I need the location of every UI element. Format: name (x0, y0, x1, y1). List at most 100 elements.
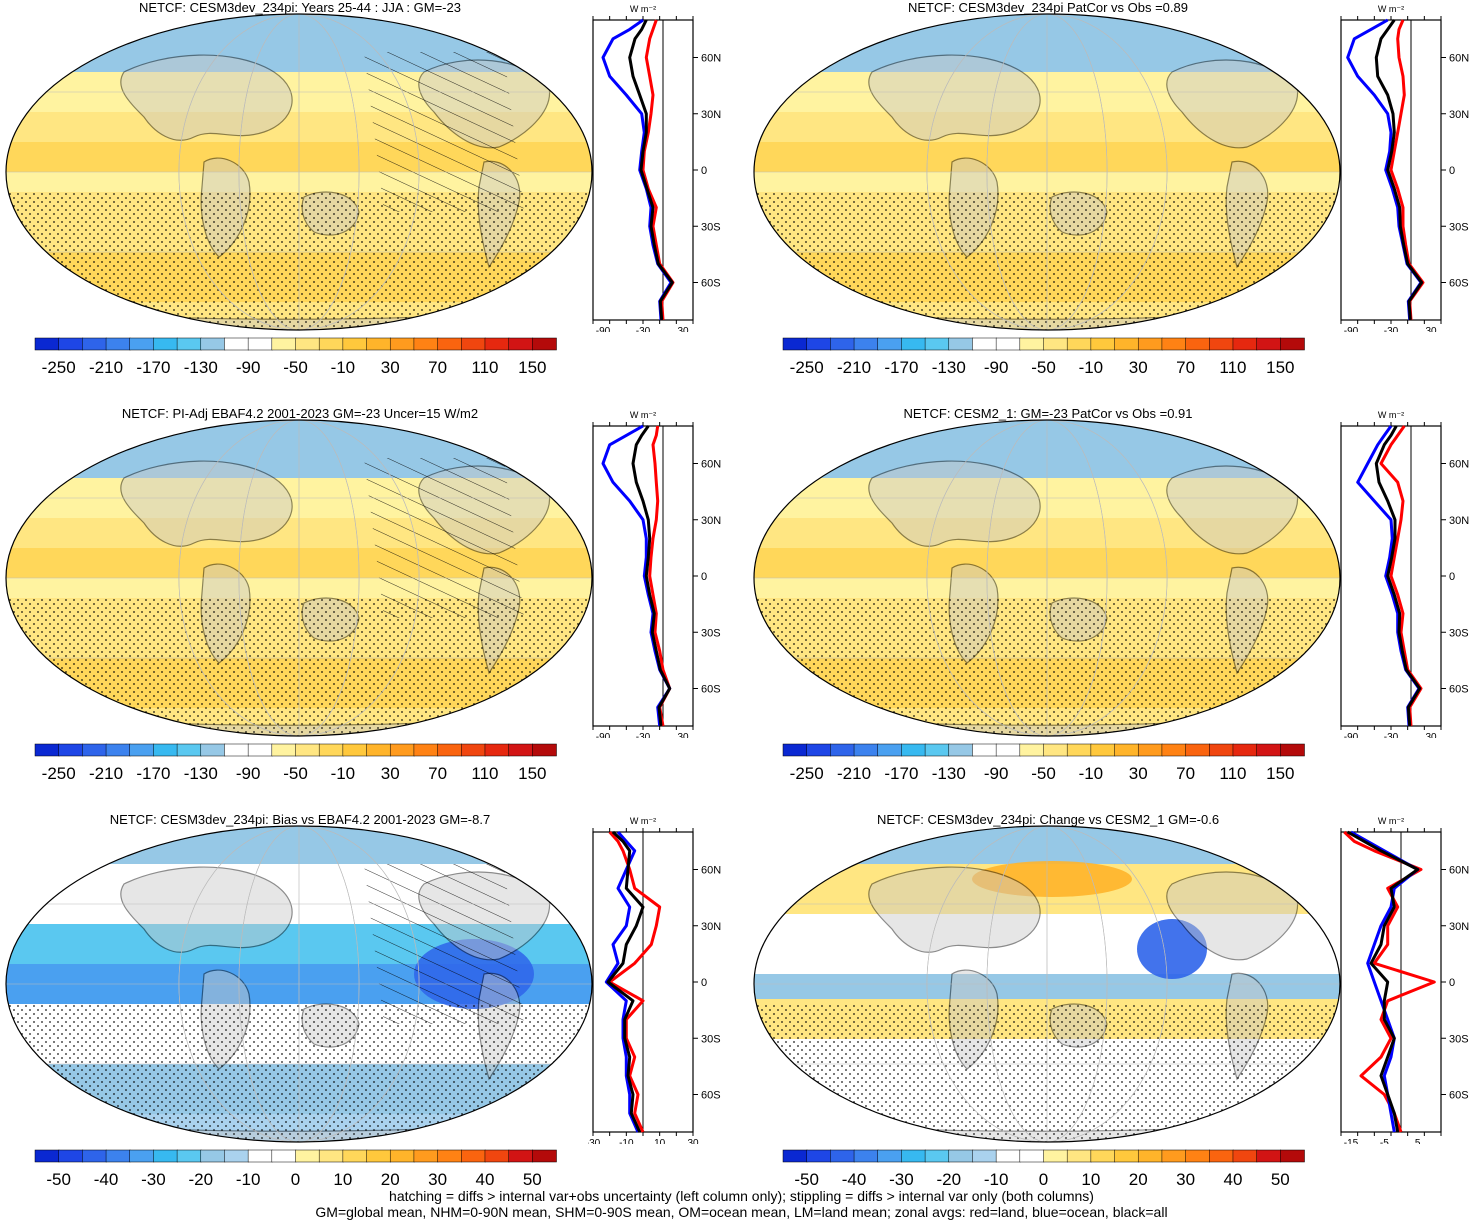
world-map (5, 825, 593, 1143)
colorbar-swatch (58, 1149, 84, 1163)
colorbar-label: 0 (291, 1170, 300, 1189)
colorbar-label: 40 (475, 1170, 494, 1189)
x-tick-label: 30 (1425, 326, 1437, 332)
lat-tick-label: 60S (701, 1090, 721, 1102)
colorbar-swatch (1185, 743, 1211, 757)
colorbar-swatch (1280, 743, 1305, 757)
colorbar: -250 -210 -170 -130 -90 -50 -10 30 70 110 150 (34, 743, 557, 783)
colorbar: -250 -210 -170 -130 -90 -50 -10 30 70 110 150 (782, 337, 1305, 377)
colorbar-label: -130 (932, 358, 966, 377)
colorbar-swatch (948, 743, 974, 757)
panel-title: NETCF: PI-Adj EBAF4.2 2001-2023 GM=-23 U… (121, 406, 479, 421)
colorbar-swatch (1185, 337, 1211, 351)
colorbar-swatch (247, 743, 273, 757)
zonal-series-all (1374, 425, 1422, 727)
colorbar-label: -90 (236, 764, 261, 783)
colorbar-label: 10 (1081, 1170, 1100, 1189)
colorbar-label: -10 (1079, 764, 1104, 783)
colorbar-label: 110 (1219, 358, 1246, 377)
colorbar-label: 110 (471, 358, 498, 377)
colorbar-swatch (948, 1149, 974, 1163)
colorbar-swatch (82, 1149, 107, 1163)
colorbar-label: 110 (471, 764, 498, 783)
x-tick-label: -15 (1344, 1138, 1359, 1144)
colorbar-label: -130 (932, 764, 966, 783)
colorbar-swatch (224, 743, 249, 757)
x-tick-label: 30 (687, 1138, 699, 1144)
colorbar-swatch (413, 1149, 439, 1163)
colorbar-swatch (995, 1149, 1021, 1163)
colorbar-swatch (105, 337, 131, 351)
colorbar-swatch (153, 337, 178, 351)
lat-tick-label: 30N (701, 515, 721, 527)
colorbar-label: -250 (790, 764, 824, 783)
colorbar: -250 -210 -170 -130 -90 -50 -10 30 70 110 150 (782, 743, 1305, 783)
colorbar-swatch (972, 743, 997, 757)
colorbar-swatch (224, 1149, 249, 1163)
colorbar-label: 150 (518, 358, 546, 377)
colorbar-swatch (342, 337, 368, 351)
colorbar-swatch (532, 1149, 557, 1163)
colorbar-swatch (224, 337, 249, 351)
x-tick-label: 30 (1425, 732, 1437, 738)
colorbar-swatch (200, 743, 226, 757)
colorbar-swatch (295, 743, 320, 757)
colorbar-swatch (901, 1149, 926, 1163)
colorbar-swatch (948, 337, 974, 351)
zonal-series-all (1346, 830, 1420, 1133)
colorbar-label: -250 (42, 764, 76, 783)
zonal-series-land (608, 831, 662, 1133)
colorbar-label: -50 (1031, 358, 1056, 377)
colorbar-swatch (1232, 743, 1258, 757)
colorbar-label: -90 (236, 358, 261, 377)
lat-tick-label: 30S (1449, 627, 1469, 639)
colorbar-swatch (1114, 1149, 1139, 1163)
colorbar-swatch (105, 743, 131, 757)
x-tick-label: -30 (588, 1138, 601, 1144)
world-map (753, 825, 1341, 1143)
colorbar-swatch (508, 337, 534, 351)
lat-tick-label: 30S (1449, 221, 1469, 233)
colorbar-swatch (1019, 743, 1045, 757)
colorbar-swatch (1161, 337, 1187, 351)
lat-tick-label: 30S (701, 1033, 721, 1045)
colorbar-label: -170 (136, 764, 170, 783)
panel-title: NETCF: CESM3dev_234pi: Bias vs EBAF4.2 2… (109, 812, 491, 827)
colorbar-swatch (484, 743, 510, 757)
x-tick-label: -10 (619, 1138, 634, 1144)
colorbar-swatch (924, 1149, 950, 1163)
lat-tick-label: 30N (1449, 515, 1469, 527)
colorbar-swatch (508, 1149, 534, 1163)
lat-tick-label: 60N (701, 459, 721, 471)
colorbar-swatch (1043, 743, 1068, 757)
panel-4: NETCF: CESM2_1: GM=-23 PatCor vs Obs =0.… (748, 406, 1483, 811)
lat-tick-label: 60S (701, 684, 721, 696)
colorbar-swatch (247, 337, 273, 351)
colorbar-swatch (366, 337, 391, 351)
colorbar-label: 20 (1129, 1170, 1148, 1189)
colorbar-swatch (153, 1149, 178, 1163)
colorbar-swatch (1209, 1149, 1234, 1163)
colorbar-swatch (877, 337, 903, 351)
x-tick-label: -30 (1384, 326, 1399, 332)
zonal-series-all (631, 425, 672, 727)
lat-tick-label: 30S (701, 627, 721, 639)
zonal-mean-plot: W m⁻² 60N 30N 0 30S 60S -90 -30 30 (1340, 4, 1469, 332)
lat-tick-label: 30N (701, 921, 721, 933)
zonal-series-land (1389, 19, 1425, 321)
colorbar-label: -210 (89, 358, 123, 377)
x-tick-label: -30 (1384, 732, 1399, 738)
colorbar-swatch (484, 1149, 510, 1163)
footnote-line-2: GM=global mean, NHM=0-90N mean, SHM=0-90… (315, 1204, 1168, 1220)
colorbar-label: 70 (428, 764, 447, 783)
zonal-units-label: W m⁻² (630, 816, 656, 826)
colorbar-label: -10 (331, 358, 356, 377)
colorbar: -50 -40 -30 -20 -10 0 10 20 30 40 50 (782, 1149, 1305, 1189)
zonal-series-all (606, 830, 645, 1133)
colorbar-swatch (342, 1149, 368, 1163)
colorbar-swatch (437, 337, 463, 351)
world-map (753, 419, 1341, 737)
x-tick-label: 30 (677, 732, 689, 738)
colorbar-swatch (200, 337, 226, 351)
x-tick-label: -30 (636, 326, 651, 332)
